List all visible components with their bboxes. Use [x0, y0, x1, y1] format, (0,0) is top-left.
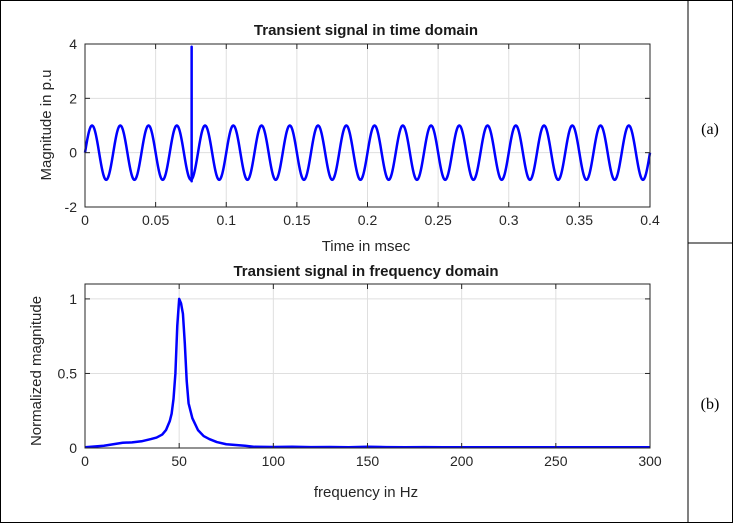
- x-tick-label: 0.15: [283, 212, 310, 228]
- y-tick-label: 0: [69, 145, 77, 161]
- x-tick-label: 0.1: [217, 212, 237, 228]
- x-tick-label: 0.25: [425, 212, 452, 228]
- chart-title: Transient signal in time domain: [254, 22, 478, 39]
- x-tick-label: 300: [638, 453, 662, 469]
- x-axis-label: Time in msec: [322, 238, 411, 255]
- x-tick-label: 250: [544, 453, 568, 469]
- x-tick-label: 100: [262, 453, 286, 469]
- x-tick-label: 0.35: [566, 212, 593, 228]
- panel-label-b: (b): [701, 396, 720, 413]
- x-tick-label: 0: [81, 453, 89, 469]
- x-tick-label: 0.3: [499, 212, 519, 228]
- x-tick-label: 200: [450, 453, 474, 469]
- x-tick-label: 0.4: [640, 212, 660, 228]
- y-tick-label: 1: [69, 291, 77, 307]
- x-tick-label: 50: [171, 453, 187, 469]
- panel-label-a: (a): [701, 121, 719, 138]
- x-tick-label: 0: [81, 212, 89, 228]
- x-tick-label: 0.2: [358, 212, 378, 228]
- y-tick-label: 4: [69, 36, 77, 52]
- chart-title: Transient signal in frequency domain: [233, 263, 498, 280]
- time-domain-chart: Transient signal in time domain Time in …: [38, 22, 660, 255]
- y-axis-label: Normalized magnitude: [28, 296, 45, 446]
- y-tick-label: 2: [69, 90, 77, 106]
- y-tick-label: 0.5: [58, 365, 78, 381]
- y-tick-label: 0: [69, 440, 77, 456]
- x-axis-label: frequency in Hz: [314, 484, 418, 501]
- frequency-domain-chart: Transient signal in frequency domain fre…: [28, 263, 662, 501]
- series-line: [84, 297, 650, 449]
- x-tick-label: 0.05: [142, 212, 169, 228]
- y-axis-label: Magnitude in p.u: [38, 70, 55, 181]
- y-tick-label: -2: [65, 199, 78, 215]
- x-tick-label: 150: [356, 453, 380, 469]
- series-line: [83, 45, 652, 183]
